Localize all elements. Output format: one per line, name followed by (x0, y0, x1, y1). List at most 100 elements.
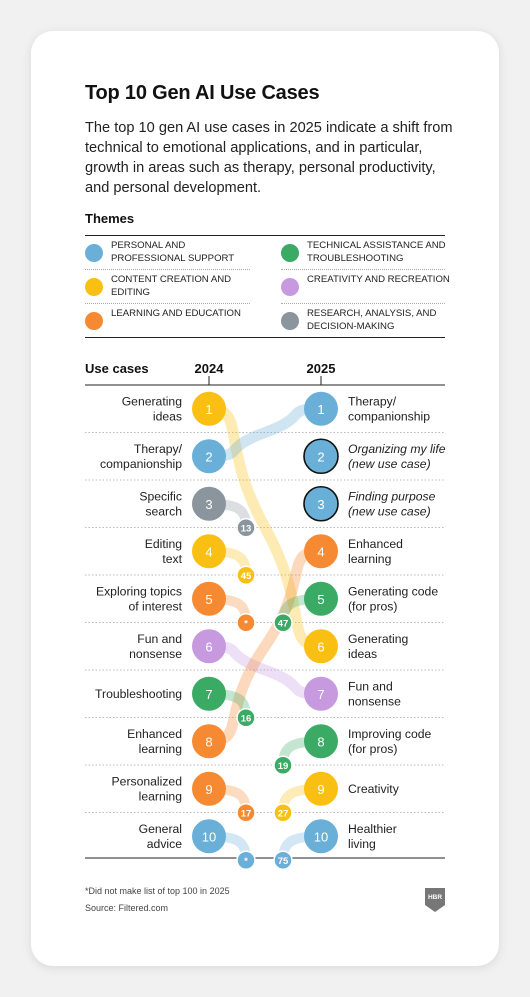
label-2025: Creativity (348, 782, 400, 796)
label-line: advice (147, 837, 182, 851)
footnote: *Did not make list of top 100 in 2025 (85, 886, 230, 896)
label-line: ideas (153, 409, 182, 423)
label-2025: Healthier living (348, 822, 397, 851)
node-2024-rank: 7 (205, 687, 212, 702)
label-2024: Personalized learning (112, 774, 182, 803)
label-line: Finding purpose (348, 489, 436, 503)
node-2024 (192, 819, 226, 854)
label-line: Editing (145, 537, 182, 551)
label-2024: Troubleshooting (95, 687, 182, 701)
theme-color-dot (281, 312, 299, 330)
theme-label: Creativity and recreation (307, 274, 450, 285)
label-2024: Generating ideas (122, 394, 182, 423)
theme-color-dot (281, 244, 299, 262)
node-2024 (192, 391, 226, 426)
rank-2025-badge: 13 (241, 523, 252, 534)
node-2025-rank: 8 (317, 734, 324, 749)
label-line: text (162, 552, 182, 566)
label-line: Creativity (348, 782, 400, 796)
theme-research: Research, analysis, and decision-making (281, 305, 481, 337)
source-line: Source: Filtered.com (85, 903, 169, 913)
year-2025-label: 2025 (306, 361, 336, 376)
node-2024-rank: 2 (205, 449, 212, 464)
label-line: companionship (348, 409, 430, 423)
year-2024-label: 2024 (194, 361, 224, 376)
theme-personal: Personal and professional support (85, 237, 285, 269)
label-line: Enhanced (348, 537, 403, 551)
theme-color-dot (85, 312, 103, 330)
label-2024: Enhanced learning (127, 727, 182, 756)
rank-2025-badge: * (244, 856, 248, 867)
node-2024 (192, 439, 226, 474)
node-2025-rank: 1 (317, 402, 324, 417)
rank-2025-badge-circle (236, 565, 256, 585)
node-2025 (304, 676, 338, 711)
hbr-logo-text: HBR (428, 894, 442, 901)
node-2025-new (303, 485, 339, 522)
node-2025 (304, 534, 338, 569)
label-line: companionship (100, 457, 182, 471)
node-2025 (304, 724, 338, 759)
label-line: (for pros) (348, 599, 397, 613)
hbr-logo: HBR (425, 888, 445, 912)
rank-2024-badge-circle (273, 850, 293, 870)
label-2024: Fun and nonsense (129, 632, 182, 661)
themes-divider (281, 269, 445, 270)
rank-2025-badge-circle (236, 518, 256, 538)
use-cases-heading: Use cases (85, 361, 149, 376)
themes-heading: Themes (85, 211, 135, 226)
label-line: nonsense (348, 694, 401, 708)
infographic-card (31, 31, 499, 966)
label-line: Generating (348, 632, 408, 646)
node-2025-rank: 5 (317, 592, 324, 607)
rank-2024-badge: 75 (278, 856, 289, 867)
label-line: learning (139, 742, 182, 756)
rank-2025-badge: 45 (241, 571, 252, 582)
label-2025: Therapy/companionship (348, 394, 430, 423)
theme-technical: Technical assistance and troubleshooting (281, 237, 481, 269)
label-line: Specific (139, 489, 182, 503)
node-2025-rank: 4 (317, 544, 324, 559)
node-2024-rank: 6 (205, 639, 212, 654)
label-2024: Exploring topics of interest (96, 584, 183, 613)
node-2025 (304, 629, 338, 664)
rank-2025-badge-circle (236, 613, 256, 633)
label-2024: Therapy/companionship (100, 442, 183, 471)
label-line: Enhanced (127, 727, 182, 741)
label-line: Organizing my life (348, 442, 446, 456)
node-2024 (192, 534, 226, 569)
rank-2025-badge-circle (236, 708, 256, 728)
rank-2025-badge-circle (236, 850, 256, 870)
node-2024-rank: 1 (205, 402, 212, 417)
label-line: ideas (348, 647, 377, 661)
label-2025: Fun and nonsense (348, 679, 401, 708)
label-line: Healthier (348, 822, 397, 836)
theme-label: Technical assistance and troubleshooting (307, 240, 446, 264)
rank-2024-badge-circle (273, 613, 293, 633)
theme-color-dot (85, 244, 103, 262)
node-2025-rank: 7 (317, 687, 324, 702)
node-2024 (192, 629, 226, 664)
label-line: of interest (128, 599, 182, 613)
rank-2024-badge: 19 (278, 761, 289, 772)
node-2024-rank: 8 (205, 734, 212, 749)
label-line: nonsense (129, 647, 182, 661)
node-2025-rank: 9 (317, 782, 324, 797)
label-2025: Improving code (for pros) (348, 727, 432, 756)
themes-divider (85, 269, 250, 270)
label-2025: Finding purpose (new use case) (348, 489, 436, 518)
label-line: learning (348, 552, 391, 566)
hbr-logo-shield (425, 888, 445, 912)
node-2025 (304, 581, 338, 616)
label-line: living (348, 837, 376, 851)
node-2024-rank: 9 (205, 782, 212, 797)
theme-label: Research, analysis, and decision-making (307, 308, 437, 332)
themes-divider (281, 303, 445, 304)
theme-color-dot (281, 278, 299, 296)
theme-creativity: Creativity and recreation (281, 271, 481, 303)
label-line: Personalized (112, 774, 182, 788)
node-2025-rank: 6 (317, 639, 324, 654)
label-line: (for pros) (348, 742, 397, 756)
label-line: Improving code (348, 727, 432, 741)
label-2025: Organizing my life (new use case) (348, 442, 446, 471)
